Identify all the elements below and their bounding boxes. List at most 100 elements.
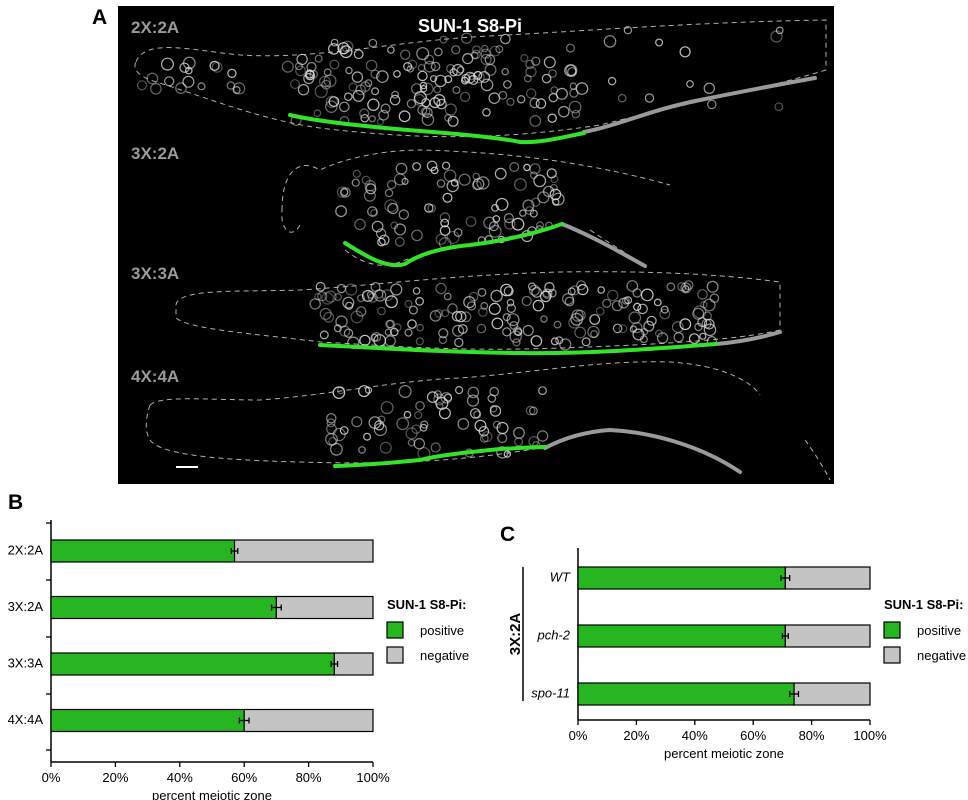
x-axis-label: percent meiotic zone bbox=[664, 746, 784, 761]
nucleus bbox=[512, 338, 521, 347]
nucleus bbox=[577, 284, 589, 296]
nucleus bbox=[377, 415, 386, 424]
nucleus bbox=[339, 426, 349, 435]
nucleus bbox=[436, 179, 446, 188]
nucleus bbox=[337, 42, 350, 55]
nucleus bbox=[478, 71, 491, 83]
x-tick-label: 80% bbox=[799, 728, 825, 743]
x-tick-label: 40% bbox=[167, 770, 193, 785]
nucleus bbox=[364, 79, 373, 87]
nucleus bbox=[574, 326, 587, 339]
nucleus bbox=[581, 337, 591, 347]
x-tick-label: 60% bbox=[740, 728, 766, 743]
nucleus bbox=[360, 113, 370, 123]
genotype-label-4x4a: 4X:4A bbox=[131, 367, 179, 386]
nucleus bbox=[587, 325, 600, 339]
nucleus bbox=[197, 82, 206, 91]
nucleus bbox=[542, 288, 553, 299]
nucleus bbox=[494, 167, 507, 180]
nucleus bbox=[618, 324, 628, 334]
nucleus bbox=[548, 92, 559, 103]
nucleus bbox=[478, 307, 488, 317]
nucleus bbox=[455, 386, 464, 395]
nucleus bbox=[435, 233, 447, 245]
nucleus bbox=[182, 56, 196, 70]
nucleus bbox=[547, 113, 557, 123]
nucleus bbox=[491, 317, 504, 330]
nucleus bbox=[589, 314, 601, 325]
nucleus bbox=[416, 47, 430, 61]
nucleus bbox=[315, 281, 326, 292]
nucleus bbox=[319, 330, 329, 340]
nucleus bbox=[407, 59, 418, 70]
nucleus bbox=[477, 288, 487, 297]
nucleus bbox=[324, 100, 338, 113]
gonad-outline-2x2a bbox=[134, 19, 827, 138]
nucleus bbox=[317, 291, 328, 302]
nucleus bbox=[481, 44, 489, 53]
nucleus bbox=[434, 74, 447, 88]
nucleus bbox=[458, 173, 471, 186]
category-label: pch-2 bbox=[536, 627, 570, 642]
nucleus bbox=[416, 323, 425, 332]
nucleus bbox=[359, 108, 370, 119]
nucleus bbox=[373, 422, 387, 437]
nucleus bbox=[415, 337, 424, 346]
nucleus bbox=[517, 95, 526, 104]
nucleus bbox=[394, 223, 407, 236]
nucleus bbox=[659, 308, 671, 320]
nucleus bbox=[384, 328, 393, 336]
nucleus bbox=[529, 171, 538, 180]
nucleus bbox=[232, 85, 241, 94]
nucleus bbox=[529, 406, 538, 416]
nucleus bbox=[161, 57, 175, 71]
nucleus bbox=[424, 203, 434, 213]
legend-swatch-positive bbox=[883, 621, 901, 639]
nucleus bbox=[434, 308, 444, 318]
nucleus bbox=[460, 91, 471, 103]
legend-label-positive: positive bbox=[420, 623, 464, 638]
nucleus bbox=[480, 78, 494, 92]
nucleus bbox=[660, 305, 669, 314]
nucleus bbox=[420, 420, 429, 429]
nucleus bbox=[447, 303, 458, 314]
nucleus bbox=[421, 107, 433, 118]
nucleus bbox=[423, 60, 436, 73]
nucleus bbox=[443, 393, 453, 402]
nucleus bbox=[694, 322, 703, 332]
nucleus bbox=[373, 289, 387, 302]
nucleus bbox=[453, 228, 463, 237]
nucleus bbox=[429, 310, 442, 322]
nucleus bbox=[495, 197, 509, 211]
nucleus bbox=[682, 285, 690, 293]
nucleus bbox=[386, 179, 397, 190]
nucleus bbox=[443, 169, 457, 182]
nucleus bbox=[446, 179, 459, 193]
nucleus bbox=[387, 202, 399, 215]
nucleus bbox=[611, 300, 623, 312]
nucleus bbox=[211, 61, 223, 73]
nucleus bbox=[420, 106, 431, 117]
nucleus bbox=[175, 82, 187, 94]
nucleus bbox=[326, 413, 337, 424]
nucleus bbox=[637, 303, 648, 315]
nucleus bbox=[709, 293, 720, 303]
nucleus bbox=[227, 68, 237, 79]
nucleus bbox=[488, 224, 502, 238]
nucleus bbox=[480, 53, 492, 66]
nucleus bbox=[438, 328, 449, 339]
nucleus bbox=[564, 296, 575, 307]
nucleus bbox=[351, 416, 363, 428]
nucleus bbox=[679, 318, 692, 331]
nucleus bbox=[462, 52, 474, 65]
nucleus bbox=[367, 206, 378, 217]
nucleus bbox=[371, 87, 380, 96]
nucleus bbox=[472, 45, 481, 54]
nucleus bbox=[460, 311, 472, 323]
nucleus bbox=[557, 105, 570, 118]
nucleus bbox=[420, 82, 434, 96]
nucleus bbox=[444, 113, 453, 122]
nucleus bbox=[632, 288, 642, 298]
nucleus bbox=[330, 38, 339, 47]
nucleus bbox=[393, 323, 402, 332]
